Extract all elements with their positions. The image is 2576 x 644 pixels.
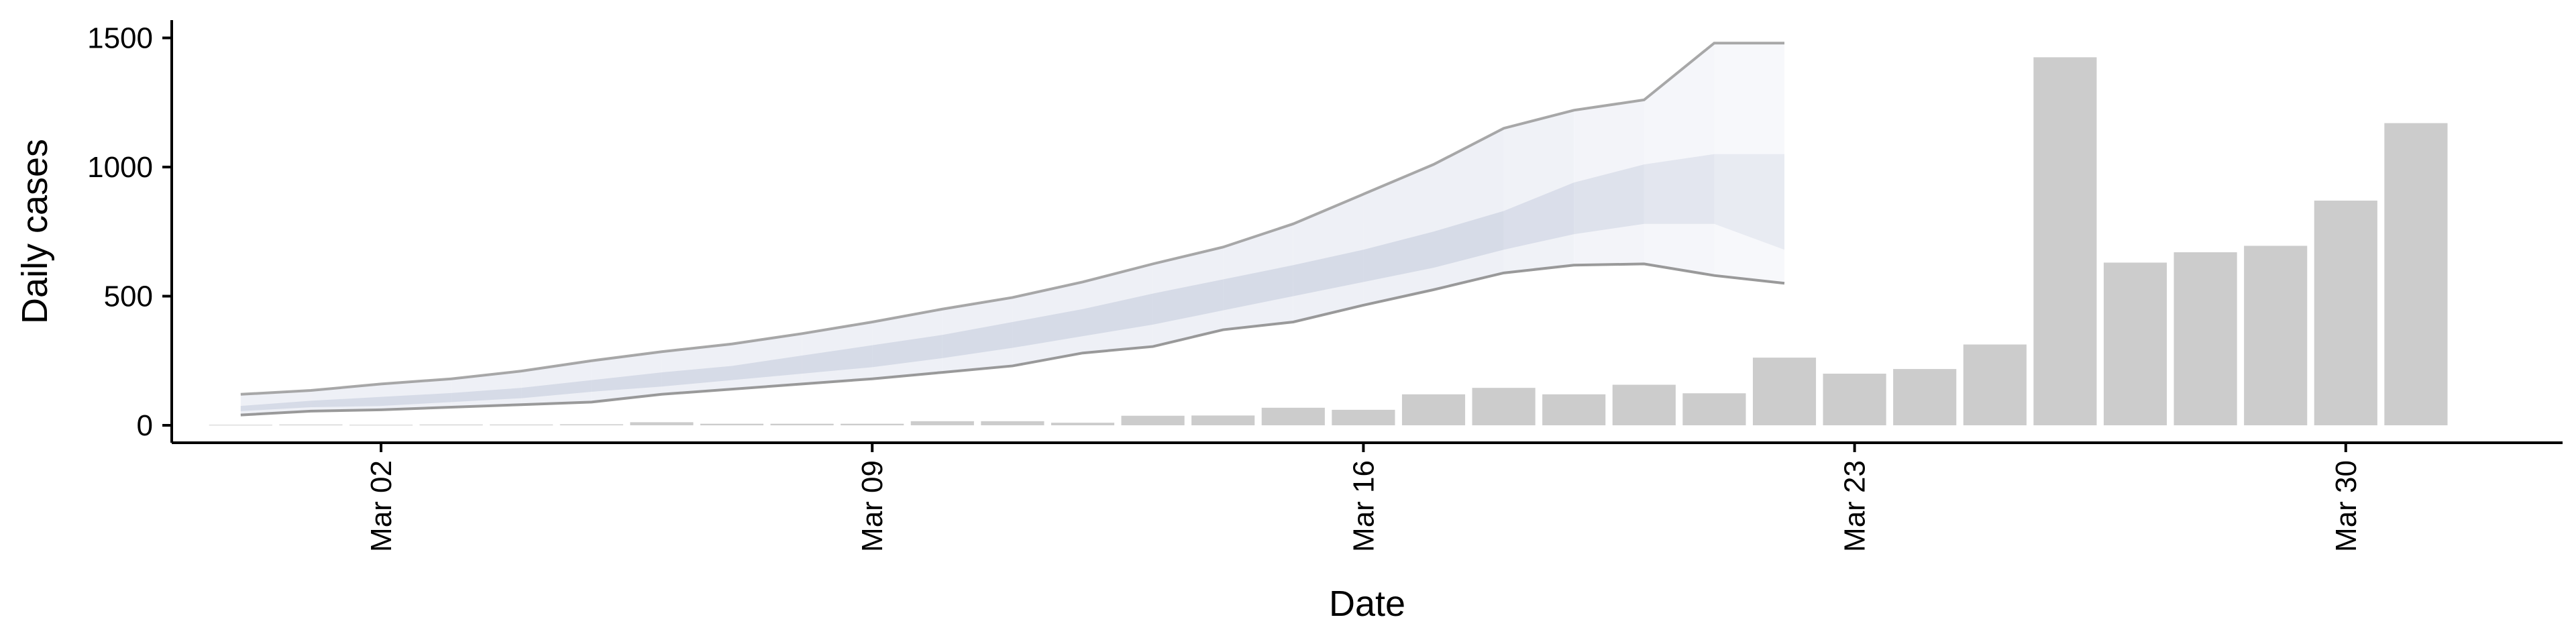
y-tick-label: 0 xyxy=(137,409,153,442)
ci50-band-segment xyxy=(521,380,592,398)
bar xyxy=(700,423,764,425)
bar xyxy=(910,421,974,425)
bar xyxy=(2384,123,2448,426)
ci50-band-segment xyxy=(732,356,802,380)
x-tick-label: Mar 02 xyxy=(365,460,398,552)
bar xyxy=(2033,57,2097,425)
ci50-band-segment xyxy=(591,372,662,392)
bar xyxy=(1752,358,1817,425)
ci50-band-segment xyxy=(381,392,451,407)
y-axis-ticks: 0 500 1000 1500 xyxy=(87,22,172,442)
ci50-band-segment xyxy=(872,335,943,368)
ci50-band-segment xyxy=(1293,250,1364,297)
x-axis-title: Date xyxy=(1329,584,1405,624)
bar xyxy=(2174,252,2237,425)
bar xyxy=(2244,246,2308,425)
bar xyxy=(1472,388,1536,425)
bar xyxy=(1542,394,1606,425)
ci90-lower-line xyxy=(240,262,1785,417)
ci90-band-segment xyxy=(1714,43,1784,284)
bar xyxy=(559,424,623,425)
y-tick-label: 500 xyxy=(104,280,153,313)
x-axis-ticks: Mar 02 Mar 09 Mar 16 Mar 23 Mar 30 xyxy=(365,443,2363,552)
plot-area xyxy=(209,42,2448,426)
ci50-band-segment xyxy=(1714,154,1784,250)
ci-lines xyxy=(240,42,1785,417)
bar xyxy=(1963,344,2027,425)
bar xyxy=(1261,407,1325,425)
bar xyxy=(1823,374,1886,425)
y-tick-label: 1000 xyxy=(87,151,153,184)
ci50-band-segment xyxy=(1083,293,1153,337)
bar xyxy=(1612,384,1676,425)
bar xyxy=(1332,409,1395,425)
bar xyxy=(841,423,904,425)
ci50-band-segment xyxy=(1152,279,1224,325)
x-tick-label: Mar 30 xyxy=(2330,460,2363,552)
ci50-band-segment xyxy=(1434,211,1504,268)
bar xyxy=(981,421,1044,425)
bar xyxy=(1191,415,1255,425)
ci50-band-segment xyxy=(1574,164,1644,235)
bar xyxy=(630,422,694,425)
bar xyxy=(1401,394,1466,425)
y-axis-title: Daily cases xyxy=(15,139,55,324)
ci90-band-segment xyxy=(1434,128,1504,290)
ci50-band-segment xyxy=(1644,154,1715,224)
x-tick-label: Mar 23 xyxy=(1839,460,1872,552)
ci50-band-segment xyxy=(802,345,873,374)
y-tick-label: 1500 xyxy=(87,22,153,55)
ci50-band-segment xyxy=(1223,265,1293,311)
ci50-band-segment xyxy=(311,396,381,408)
ci50-band-segment xyxy=(451,388,522,402)
bar xyxy=(1682,393,1746,425)
bar xyxy=(1893,369,1957,425)
bars xyxy=(209,57,2448,426)
ci50-band-segment xyxy=(942,322,1013,358)
x-tick-label: Mar 09 xyxy=(856,460,889,552)
bar xyxy=(770,423,834,425)
ci50-bands xyxy=(240,154,1784,411)
bar xyxy=(2314,201,2377,425)
bar xyxy=(1121,415,1185,425)
bar xyxy=(2103,262,2167,425)
ci50-band-segment xyxy=(240,400,311,411)
bar xyxy=(1051,423,1115,425)
ci50-band-segment xyxy=(1363,231,1434,282)
ci50-band-segment xyxy=(1503,182,1574,250)
x-tick-label: Mar 16 xyxy=(1347,460,1380,552)
ci50-band-segment xyxy=(661,366,732,387)
ci50-band-segment xyxy=(1012,309,1083,348)
ci90-upper-line xyxy=(240,42,1784,396)
